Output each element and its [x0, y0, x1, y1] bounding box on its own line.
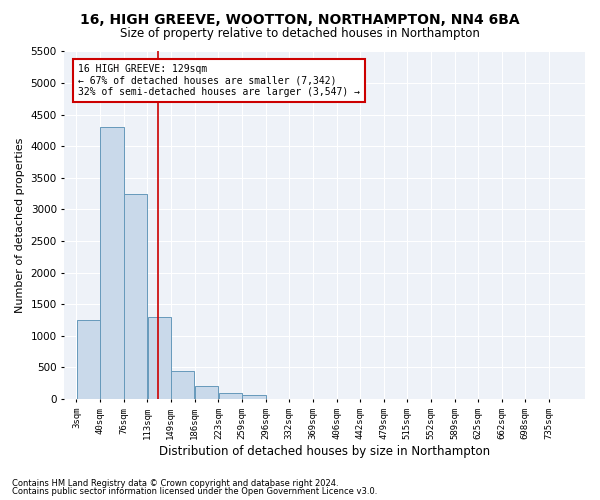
Bar [218, 392, 242, 399]
Text: Contains HM Land Registry data © Crown copyright and database right 2024.: Contains HM Land Registry data © Crown c… [12, 478, 338, 488]
Bar [242, 396, 266, 399]
Bar [100, 128, 124, 399]
Y-axis label: Number of detached properties: Number of detached properties [15, 138, 25, 313]
Bar [77, 320, 100, 399]
Bar [124, 194, 148, 399]
Bar [171, 370, 194, 399]
Bar [148, 317, 171, 399]
Text: Size of property relative to detached houses in Northampton: Size of property relative to detached ho… [120, 28, 480, 40]
X-axis label: Distribution of detached houses by size in Northampton: Distribution of detached houses by size … [159, 444, 490, 458]
Text: 16, HIGH GREEVE, WOOTTON, NORTHAMPTON, NN4 6BA: 16, HIGH GREEVE, WOOTTON, NORTHAMPTON, N… [80, 12, 520, 26]
Text: 16 HIGH GREEVE: 129sqm
← 67% of detached houses are smaller (7,342)
32% of semi-: 16 HIGH GREEVE: 129sqm ← 67% of detached… [77, 64, 359, 98]
Text: Contains public sector information licensed under the Open Government Licence v3: Contains public sector information licen… [12, 487, 377, 496]
Bar [195, 386, 218, 399]
